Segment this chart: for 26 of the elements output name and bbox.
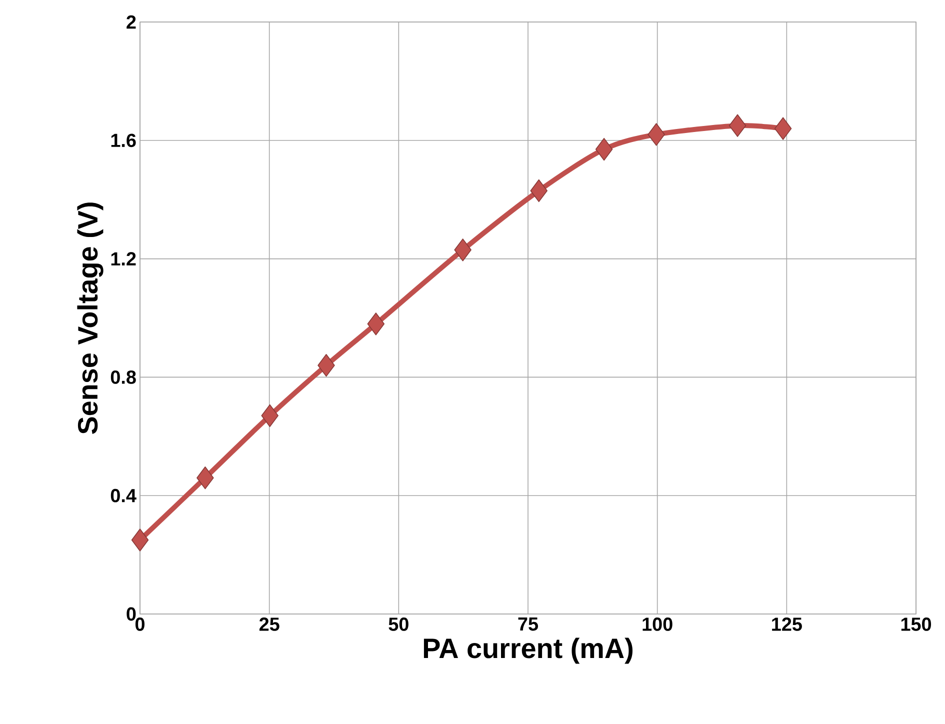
y-tick-label: 1.2 bbox=[111, 252, 136, 266]
point bbox=[131, 528, 149, 552]
x-tick-label: 125 bbox=[772, 618, 802, 631]
point bbox=[648, 123, 665, 146]
point bbox=[318, 354, 335, 377]
y-axis-title: Sense Voltage (V) bbox=[77, 202, 104, 434]
point bbox=[728, 114, 746, 137]
y-tick-label: 0 bbox=[126, 607, 136, 621]
point bbox=[454, 238, 472, 262]
y-tick-label: 0.8 bbox=[110, 370, 136, 384]
x-axis-title: PA current (mA) bbox=[424, 638, 632, 664]
x-tick-label: 0 bbox=[135, 618, 144, 631]
x-tick-label: 75 bbox=[518, 618, 538, 631]
y-tick-label: 0.4 bbox=[110, 488, 136, 502]
x-tick-label: 25 bbox=[259, 618, 280, 631]
point bbox=[774, 117, 792, 140]
point bbox=[367, 312, 385, 336]
x-tick-label: 50 bbox=[388, 618, 408, 631]
point bbox=[261, 404, 278, 428]
x-tick-label: 150 bbox=[901, 618, 932, 631]
point bbox=[196, 466, 214, 490]
point bbox=[530, 179, 548, 202]
x-tick-label: 100 bbox=[642, 618, 672, 631]
y-tick-label: 2 bbox=[126, 15, 136, 29]
point bbox=[595, 138, 613, 161]
y-tick-label: 1.6 bbox=[111, 134, 136, 148]
